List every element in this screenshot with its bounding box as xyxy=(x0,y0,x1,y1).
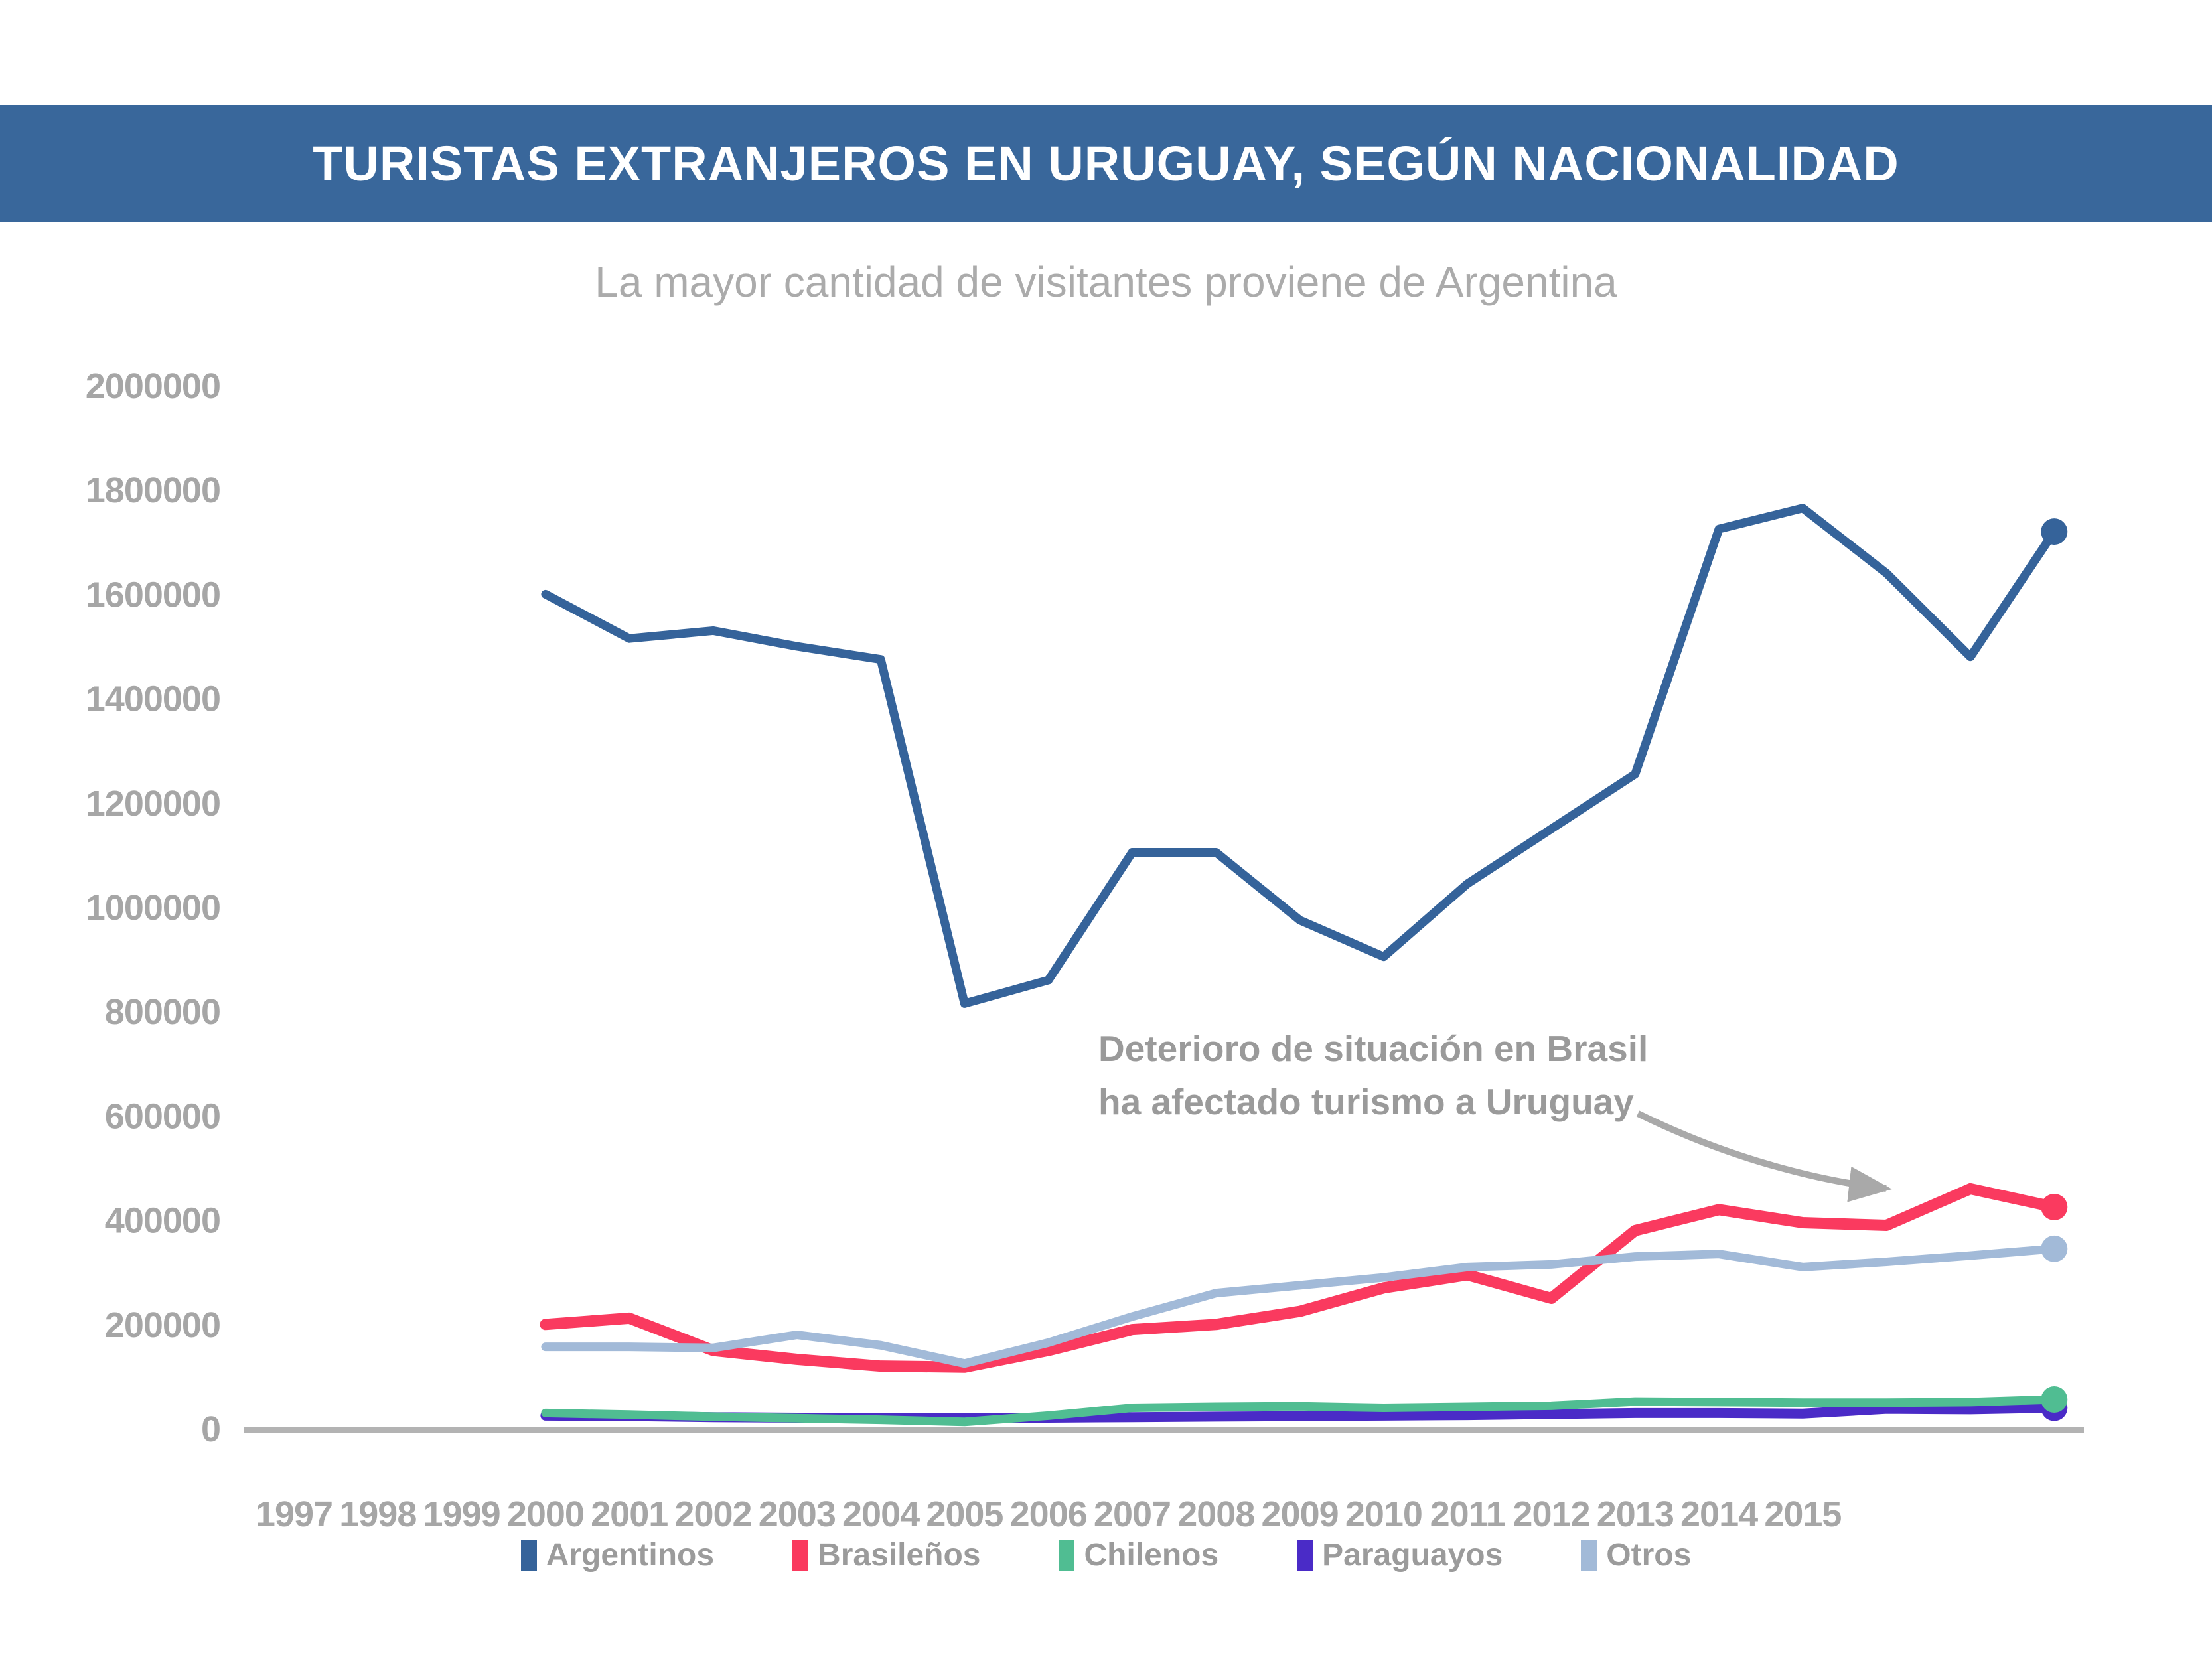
legend-item-argentinos: Argentinos xyxy=(520,1537,715,1573)
annotation-line-1: Deterioro de situación en Brasil xyxy=(1098,1028,1649,1069)
legend-label-chilenos: Chilenos xyxy=(1084,1538,1219,1573)
y-axis-tick-label: 1400000 xyxy=(86,680,220,719)
series-end-dot-otros xyxy=(2041,1235,2068,1262)
y-axis-tick-label: 0 xyxy=(201,1409,220,1449)
series-end-dot-argentinos xyxy=(2041,518,2068,545)
x-axis-tick-label: 2015 xyxy=(1764,1494,1841,1534)
x-axis-tick-label: 2007 xyxy=(1094,1494,1171,1534)
x-axis-tick-label: 2003 xyxy=(759,1494,836,1534)
x-axis-tick-label: 2002 xyxy=(674,1494,751,1534)
legend-item-otros: Otros xyxy=(1581,1537,1691,1573)
legend-label-otros: Otros xyxy=(1606,1538,1692,1573)
y-axis-tick-label: 1800000 xyxy=(86,470,220,510)
legend-label-paraguayos: Paraguayos xyxy=(1322,1538,1503,1573)
x-axis-tick-label: 2009 xyxy=(1262,1494,1339,1534)
x-axis-tick-label: 2004 xyxy=(842,1494,920,1534)
x-axis-tick-label: 2001 xyxy=(591,1494,668,1534)
series-line-chilenos xyxy=(541,1395,2059,1427)
y-axis-tick-label: 600000 xyxy=(105,1096,220,1136)
legend-label-argentinos: Argentinos xyxy=(546,1538,715,1573)
x-axis-tick-label: 2005 xyxy=(926,1494,1003,1534)
x-axis-tick-label: 2006 xyxy=(1010,1494,1087,1534)
x-axis-tick-label: 2011 xyxy=(1430,1494,1505,1534)
legend-item-chilenos: Chilenos xyxy=(1059,1537,1218,1573)
legend-label-brasileños: Brasileños xyxy=(818,1538,981,1573)
x-axis-tick-label: 2008 xyxy=(1177,1494,1254,1534)
x-axis-tick-label: 2000 xyxy=(507,1494,584,1534)
series-line-brasileños xyxy=(540,1183,2060,1373)
x-axis-tick-label: 2010 xyxy=(1345,1494,1422,1534)
header-bar: TURISTAS EXTRANJEROS EN URUGUAY, SEGÚN N… xyxy=(0,105,2212,222)
series-end-dot-chilenos xyxy=(2041,1386,2068,1413)
x-axis-tick-label: 1999 xyxy=(423,1494,500,1534)
x-axis-tick-label: 2012 xyxy=(1512,1494,1589,1534)
legend-swatch-argentinos xyxy=(520,1539,537,1571)
series-end-dot-brasileños xyxy=(2041,1193,2068,1220)
annotation-arrow xyxy=(1636,1110,1892,1202)
legend-item-brasileños: Brasileños xyxy=(792,1537,980,1573)
legend-swatch-chilenos xyxy=(1059,1539,1075,1571)
legend-swatch-paraguayos xyxy=(1297,1539,1313,1571)
annotation: Deterioro de situación en Brasil ha afec… xyxy=(1098,1022,1648,1128)
chart-title: TURISTAS EXTRANJEROS EN URUGUAY, SEGÚN N… xyxy=(313,135,1899,191)
y-axis-tick-label: 1000000 xyxy=(86,888,220,928)
x-axis-tick-label: 2014 xyxy=(1680,1494,1758,1534)
y-axis-tick-label: 1200000 xyxy=(86,784,220,824)
y-axis-tick-label: 2000000 xyxy=(86,366,220,406)
series-line-otros xyxy=(541,1244,2059,1368)
series-line-argentinos xyxy=(541,504,2059,1008)
y-axis-tick-label: 1600000 xyxy=(86,575,220,614)
chart-subtitle: La mayor cantidad de visitantes proviene… xyxy=(595,258,1617,306)
y-axis-tick-label: 400000 xyxy=(105,1201,220,1241)
legend-swatch-brasileños xyxy=(792,1539,809,1571)
x-axis-tick-label: 1998 xyxy=(339,1494,416,1534)
legend-item-paraguayos: Paraguayos xyxy=(1297,1537,1503,1573)
legend: Argentinos Brasileños Chilenos Paraguayos Ot… xyxy=(0,1537,2212,1573)
x-axis-tick-label: 2013 xyxy=(1597,1494,1674,1534)
y-axis-tick-label: 800000 xyxy=(105,992,220,1032)
legend-swatch-otros xyxy=(1581,1539,1597,1571)
x-axis-tick-label: 1997 xyxy=(256,1494,332,1534)
annotation-line-2: ha afectado turismo a Uruguay xyxy=(1098,1081,1634,1122)
y-axis-tick-label: 200000 xyxy=(105,1305,220,1345)
